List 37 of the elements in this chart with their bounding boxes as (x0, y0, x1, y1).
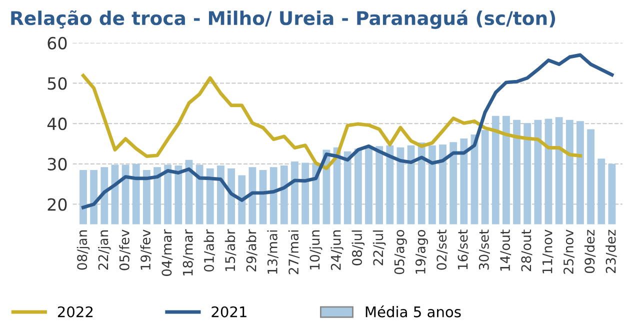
x-tick-label: 30/set (478, 230, 490, 270)
legend-label: Média 5 anos (366, 305, 461, 318)
x-tick-label: 24/jun (330, 230, 344, 270)
x-tick-label: 16/set (458, 230, 469, 270)
x-tick-label: 08/jul (352, 230, 365, 266)
y-tick-label: 30 (48, 158, 67, 170)
x-tick-label: 23/dez (606, 230, 617, 273)
x-tick-label: 18/mar (182, 229, 194, 276)
x-tick-label: 04/mar (162, 229, 173, 276)
line-series (82, 53, 614, 210)
x-tick-label: 05/fev (119, 230, 130, 270)
y-tick-label: 20 (48, 198, 67, 211)
legend-label: 2022 (58, 306, 93, 318)
x-tick-label: 28/out (521, 230, 532, 272)
x-tick-label: 19/ago (415, 230, 428, 274)
x-tick-label: 11/nov (542, 230, 554, 274)
legend-label: 2021 (212, 306, 246, 318)
x-tick-label: 27/mai (288, 230, 300, 274)
chart-title: Relação de troca - Milho/ Ureia - Paranaguá (sc/ton) (11, 10, 556, 29)
y-tick-label: 40 (47, 118, 67, 130)
x-tick-label: 09/dez (584, 230, 596, 274)
x-tick-label: 02/set (436, 230, 448, 270)
x-tick-label: 25/nov (564, 230, 575, 274)
line-series (82, 74, 582, 170)
x-tick-label: 22/jan (98, 230, 111, 270)
x-tick-label: 29/abr (246, 229, 258, 272)
x-tick-label: 15/abr (224, 229, 236, 271)
x-tick-label: 08/jan (76, 230, 90, 270)
x-tick-label: 22/jul (372, 230, 386, 266)
x-tick-label: 13/mai (267, 230, 278, 274)
y-tick-label: 60 (48, 36, 67, 50)
x-tick-label: 10/jun (309, 230, 322, 270)
x-tick-label: 05/ago (394, 230, 407, 274)
x-tick-label: 19/fev (140, 230, 152, 270)
x-tick-label: 01/abr (204, 229, 216, 272)
y-tick-label: 50 (48, 77, 67, 90)
x-tick-label: 14/out (500, 230, 512, 271)
